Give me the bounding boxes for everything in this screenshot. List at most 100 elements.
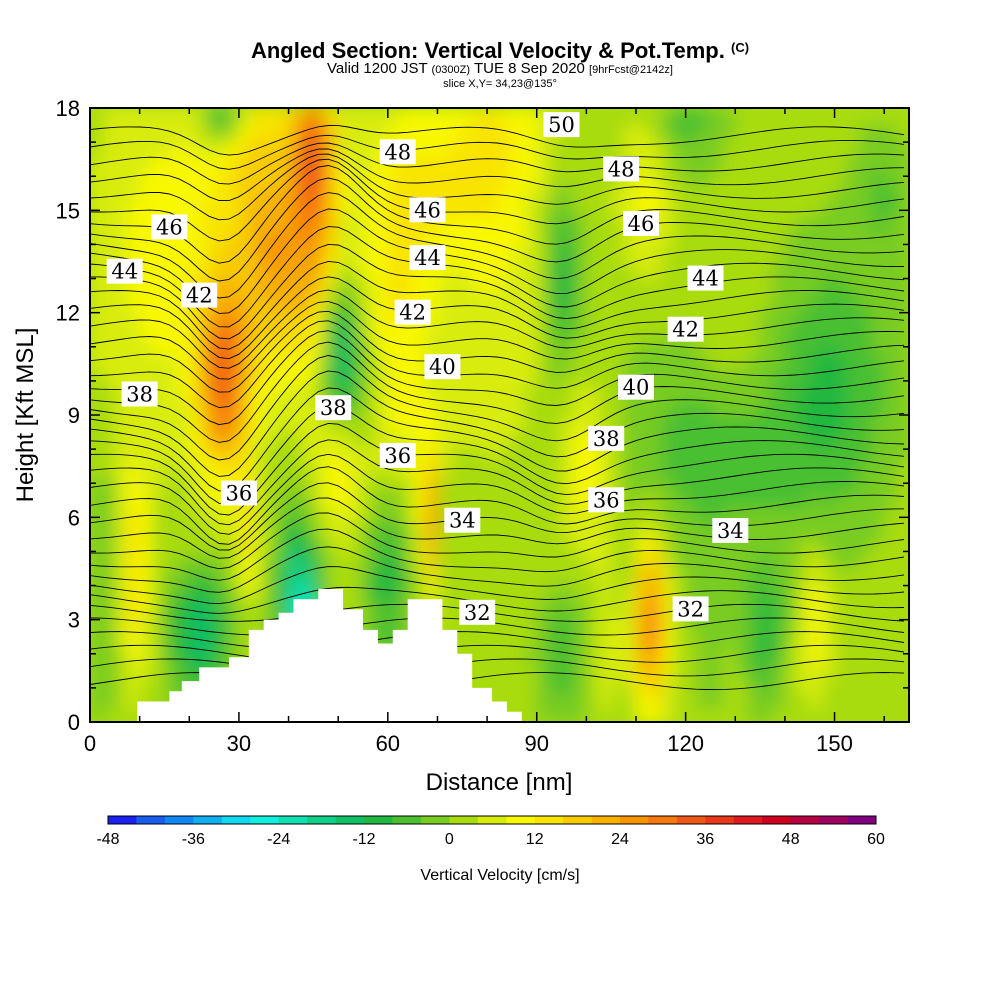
velocity-cell [238, 599, 253, 617]
velocity-cell [201, 353, 216, 371]
velocity-cell [871, 307, 886, 325]
velocity-cell [214, 507, 228, 524]
velocity-cell [611, 645, 626, 663]
velocity-cell [288, 568, 303, 586]
velocity-cell [847, 338, 861, 356]
velocity-cell [251, 138, 266, 156]
velocity-cell [338, 184, 353, 202]
velocity-cell [400, 369, 415, 386]
velocity-cell [623, 660, 638, 678]
pot-temp-contour-line [90, 226, 905, 328]
velocity-cell [338, 476, 353, 494]
velocity-cell [784, 261, 799, 279]
velocity-cell [747, 322, 762, 340]
velocity-cell [772, 691, 787, 709]
velocity-cell [226, 200, 241, 217]
velocity-cell [226, 384, 241, 402]
velocity-cell [164, 169, 179, 187]
velocity-cell [685, 491, 700, 509]
velocity-cell [673, 676, 688, 693]
velocity-cell [809, 200, 824, 217]
velocity-cell [524, 645, 539, 663]
velocity-cell [511, 645, 526, 663]
velocity-cell [263, 246, 278, 263]
velocity-cell [164, 645, 179, 663]
velocity-cell [648, 614, 663, 632]
velocity-cell [896, 154, 909, 171]
colorbar-swatch [193, 816, 223, 824]
terrain [90, 589, 522, 722]
velocity-cell [834, 461, 849, 478]
velocity-cell [834, 476, 849, 494]
pot-temp-contour-line [90, 586, 905, 614]
pot-temp-contour-line [90, 546, 905, 593]
velocity-cell [139, 261, 154, 279]
pot-temp-contour-line [90, 341, 905, 443]
velocity-cell [487, 338, 501, 356]
velocity-cell [164, 583, 179, 601]
velocity-cell [847, 200, 861, 217]
velocity-cell [822, 660, 836, 678]
velocity-cell [636, 645, 650, 663]
velocity-cell [90, 123, 104, 141]
velocity-cell [747, 645, 762, 663]
velocity-cell [487, 476, 501, 494]
velocity-cell [859, 169, 874, 187]
pot-temp-contour-line [90, 370, 905, 477]
velocity-cell [698, 691, 712, 709]
velocity-cell [747, 154, 762, 171]
velocity-cell [797, 645, 812, 663]
velocity-cell [499, 322, 514, 340]
velocity-cell [611, 184, 626, 202]
velocity-cell [238, 123, 253, 141]
velocity-cell [722, 706, 737, 722]
velocity-cell [611, 123, 626, 141]
pot-temp-contour-line [90, 177, 905, 282]
velocity-cell [176, 353, 191, 371]
velocity-cell [598, 599, 613, 617]
velocity-cell [784, 384, 799, 402]
velocity-cell [822, 476, 836, 494]
velocity-cell [102, 430, 117, 448]
velocity-cell [636, 399, 650, 417]
velocity-cell [164, 184, 179, 202]
velocity-cell [176, 476, 191, 494]
velocity-cell [474, 246, 489, 263]
velocity-cell [747, 200, 762, 217]
velocity-cell [834, 583, 849, 601]
velocity-cell [685, 645, 700, 663]
velocity-cell [288, 200, 303, 217]
velocity-cell [288, 537, 303, 555]
velocity-cell [114, 537, 129, 555]
velocity-cell [822, 108, 836, 125]
velocity-cell [276, 276, 290, 294]
velocity-cell [834, 568, 849, 586]
contour-label-text: 34 [717, 519, 744, 543]
velocity-cell [102, 154, 117, 171]
velocity-cell [524, 246, 539, 263]
velocity-cell [325, 445, 340, 463]
velocity-cell [387, 415, 402, 432]
contour-label-40: 40 [424, 354, 461, 380]
velocity-cell [152, 307, 166, 325]
pot-temp-contour-line [90, 355, 905, 461]
velocity-cell [760, 491, 774, 509]
velocity-cell [611, 691, 626, 709]
velocity-cell [474, 353, 489, 371]
velocity-cell [511, 553, 526, 570]
velocity-cell [710, 384, 725, 402]
velocity-cell [499, 123, 514, 141]
velocity-cell [760, 307, 774, 325]
velocity-cell [288, 261, 303, 279]
velocity-cell [214, 169, 228, 187]
velocity-cell [226, 369, 241, 386]
velocity-cell [722, 476, 737, 494]
velocity-cell [511, 507, 526, 524]
velocity-cell [425, 169, 439, 187]
velocity-cell [884, 246, 899, 263]
velocity-cell [673, 215, 688, 233]
velocity-cell [127, 108, 142, 125]
velocity-cell [189, 246, 204, 263]
velocity-cell [176, 629, 191, 647]
velocity-cell [784, 200, 799, 217]
